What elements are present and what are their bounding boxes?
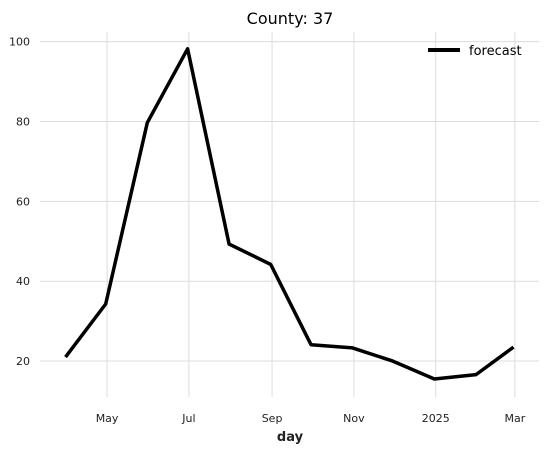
series-line-forecast <box>64 47 515 381</box>
y-tick-label: 20 <box>16 355 30 368</box>
legend-label: forecast <box>469 44 522 59</box>
x-axis-ticks: May Jul Sep Nov 2025 Mar <box>96 412 526 425</box>
y-tick-label: 80 <box>16 115 30 128</box>
y-tick-label: 40 <box>16 275 30 288</box>
x-tick-label: Mar <box>504 412 525 425</box>
x-tick-label: May <box>96 412 119 425</box>
x-tick-label: Sep <box>262 412 283 425</box>
x-axis-title: day <box>277 430 304 445</box>
legend: forecast <box>428 44 522 59</box>
x-tick-label: Jul <box>181 412 195 425</box>
x-tick-label: 2025 <box>422 412 450 425</box>
series-layer <box>64 47 515 381</box>
x-tick-label: Nov <box>343 412 365 425</box>
y-axis-ticks: 20 40 60 80 100 <box>9 36 30 368</box>
grid <box>40 32 539 397</box>
y-tick-label: 60 <box>16 195 30 208</box>
chart-title: County: 37 <box>247 9 334 28</box>
y-tick-label: 100 <box>9 36 30 49</box>
